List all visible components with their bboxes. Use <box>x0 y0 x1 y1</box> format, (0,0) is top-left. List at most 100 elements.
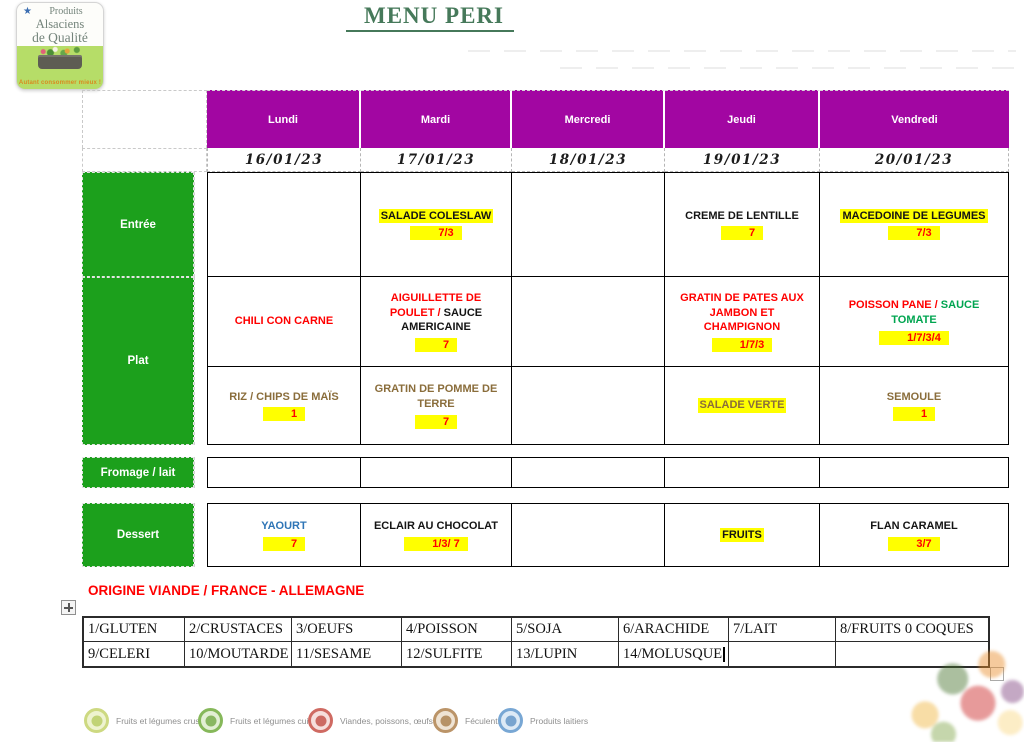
page-title: MENU PERI <box>346 3 514 32</box>
dish-name-part-1: POISSON PANE / <box>848 299 938 312</box>
menu-cell-entree-lundi[interactable] <box>207 172 361 277</box>
meat-origin-note: ORIGINE VIANDE / FRANCE - ALLEMAGNE <box>88 583 365 598</box>
allergen-cell[interactable]: 14/MOLUSQUE <box>619 642 729 666</box>
menu-cell-plat-mardi[interactable]: AIGUILLETTE DE POULET / SAUCE AMERICAINE… <box>361 277 512 367</box>
row-label-plat: Plat <box>82 277 194 445</box>
date-mercredi: 18/01/23 <box>512 148 665 172</box>
allergen-cell[interactable]: 13/LUPIN <box>512 642 619 666</box>
allergen-legend-table: 1/GLUTEN 2/CRUSTACES 3/OEUFS 4/POISSON 5… <box>82 616 990 668</box>
vegetables-photo <box>909 645 1024 742</box>
legend-label: Fruits et légumes cuits <box>230 715 316 726</box>
allergen-cell[interactable]: 12/SULFITE <box>402 642 512 666</box>
allergen-cell[interactable]: 6/ARACHIDE <box>619 618 729 642</box>
day-header-vendredi: Vendredi <box>820 90 1009 148</box>
table-resize-handle[interactable] <box>990 667 1004 681</box>
faint-print-artifact <box>560 67 1015 69</box>
menu-cell-side-vendredi[interactable]: SEMOULE 1 <box>820 367 1009 445</box>
legend-item-fruits-crus: Fruits et légumes crus <box>84 708 200 733</box>
legend-label: Produits laitiers <box>530 715 589 726</box>
menu-cell-entree-vendredi[interactable]: MACEDOINE DE LEGUMES 7/3 <box>820 172 1009 277</box>
table-corner-cell <box>82 90 207 148</box>
logo-garden-icon <box>36 45 84 56</box>
dish-name-part-2: SAUCE AMERICAINE <box>401 306 483 334</box>
allergen-code: 7/3 <box>410 226 462 241</box>
allergen-code: 1/7/3 <box>711 338 773 353</box>
menu-cell-entree-mercredi[interactable] <box>512 172 665 277</box>
allergen-code: 7 <box>720 226 764 241</box>
menu-cell-dessert-mercredi[interactable] <box>512 503 665 567</box>
legend-label: Féculents <box>465 715 502 726</box>
menu-cell-plat-mercredi[interactable] <box>512 277 665 367</box>
menu-cell-dessert-mardi[interactable]: ECLAIR AU CHOCOLAT 1/3/ 7 <box>361 503 512 567</box>
legend-item-fruits-cuits: Fruits et légumes cuits <box>198 708 315 733</box>
allergen-code: 7/3 <box>888 226 940 241</box>
text-cursor <box>723 646 725 662</box>
allergen-code: 1 <box>892 407 936 422</box>
allergen-cell[interactable]: 2/CRUSTACES <box>185 618 292 642</box>
allergen-code: 1 <box>262 407 306 422</box>
menu-cell-side-jeudi[interactable]: SALADE VERTE <box>665 367 820 445</box>
meat-fish-eggs-icon <box>308 708 333 733</box>
dish-name: YAOURT <box>261 520 307 533</box>
faint-print-artifact <box>468 50 1016 52</box>
logo-line-2: Alsaciens <box>35 16 85 31</box>
table-corner-cell <box>82 148 207 172</box>
table-move-handle-icon[interactable] <box>61 600 76 615</box>
row-label-fromage: Fromage / lait <box>82 457 194 488</box>
menu-cell-side-lundi[interactable]: RIZ / CHIPS DE MAÏS 1 <box>207 367 361 445</box>
allergen-cell[interactable]: 8/FRUITS 0 COQUES <box>836 618 988 642</box>
menu-cell-side-mardi[interactable]: GRATIN DE POMME DE TERRE 7 <box>361 367 512 445</box>
star-icon: ★ <box>23 6 32 17</box>
allergen-code: 7 <box>414 414 458 429</box>
allergen-code: 7 <box>414 338 458 353</box>
allergen-cell[interactable]: 7/LAIT <box>729 618 836 642</box>
dish-name: GRATIN DE PATES AUX JAMBON ET CHAMPIGNON <box>680 291 804 334</box>
dish-name: FRUITS <box>720 527 764 543</box>
menu-cell-plat-vendredi[interactable]: POISSON PANE / SAUCE TOMATE 1/7/3/4 <box>820 277 1009 367</box>
cooked-fruits-vegetables-icon <box>198 708 223 733</box>
menu-cell-dessert-lundi[interactable]: YAOURT 7 <box>207 503 361 567</box>
menu-cell-plat-lundi[interactable]: CHILI CON CARNE <box>207 277 361 367</box>
allergen-cell[interactable] <box>729 642 836 666</box>
allergen-text: 14/MOLUSQUE <box>623 645 723 662</box>
spacer-cell <box>194 457 207 488</box>
menu-cell-dessert-jeudi[interactable]: FRUITS <box>665 503 820 567</box>
menu-cell-side-mercredi[interactable] <box>512 367 665 445</box>
allergen-cell[interactable]: 11/SESAME <box>292 642 402 666</box>
allergen-cell[interactable]: 9/CELERI <box>84 642 185 666</box>
spacer-cell <box>194 277 207 445</box>
menu-cell-entree-jeudi[interactable]: CREME DE LENTILLE 7 <box>665 172 820 277</box>
spacer-cell <box>194 172 207 277</box>
allergen-cell[interactable]: 5/SOJA <box>512 618 619 642</box>
dish-name: CHILI CON CARNE <box>234 315 334 328</box>
menu-cell-plat-jeudi[interactable]: GRATIN DE PATES AUX JAMBON ET CHAMPIGNON… <box>665 277 820 367</box>
allergen-cell[interactable]: 10/MOUTARDE <box>185 642 292 666</box>
logo-basket-icon <box>38 55 82 69</box>
allergen-cell[interactable]: 1/GLUTEN <box>84 618 185 642</box>
day-header-mercredi: Mercredi <box>512 90 665 148</box>
menu-cell-entree-mardi[interactable]: SALADE COLESLAW 7/3 <box>361 172 512 277</box>
allergen-code: 7 <box>262 536 306 551</box>
allergen-code: 3/7 <box>888 536 940 551</box>
day-header-jeudi: Jeudi <box>665 90 820 148</box>
allergen-cell[interactable]: 3/OEUFS <box>292 618 402 642</box>
menu-cell-fromage-mercredi[interactable] <box>512 457 665 488</box>
menu-cell-fromage-vendredi[interactable] <box>820 457 1009 488</box>
day-header-mardi: Mardi <box>361 90 512 148</box>
menu-cell-fromage-lundi[interactable] <box>207 457 361 488</box>
dish-name: AIGUILLETTE DE POULET / SAUCE AMERICAINE <box>367 291 505 336</box>
menu-cell-fromage-jeudi[interactable] <box>665 457 820 488</box>
day-header-lundi: Lundi <box>207 90 361 148</box>
menu-cell-dessert-vendredi[interactable]: FLAN CARAMEL 3/7 <box>820 503 1009 567</box>
allergen-cell[interactable]: 4/POISSON <box>402 618 512 642</box>
weekly-menu-table: Lundi Mardi Mercredi Jeudi Vendredi 16/0… <box>82 90 1009 567</box>
date-jeudi: 19/01/23 <box>665 148 820 172</box>
menu-cell-fromage-mardi[interactable] <box>361 457 512 488</box>
logo-line-3: de Qualité <box>32 29 88 45</box>
dish-name: SALADE COLESLAW <box>378 208 494 224</box>
dish-name: RIZ / CHIPS DE MAÏS <box>229 390 339 403</box>
dish-name: MACEDOINE DE LEGUMES <box>840 208 988 224</box>
logo-text: Produits Alsaciens de Qualité <box>17 6 103 45</box>
dish-name: CREME DE LENTILLE <box>685 209 799 222</box>
legend-item-laitiers: Produits laitiers <box>498 708 588 733</box>
